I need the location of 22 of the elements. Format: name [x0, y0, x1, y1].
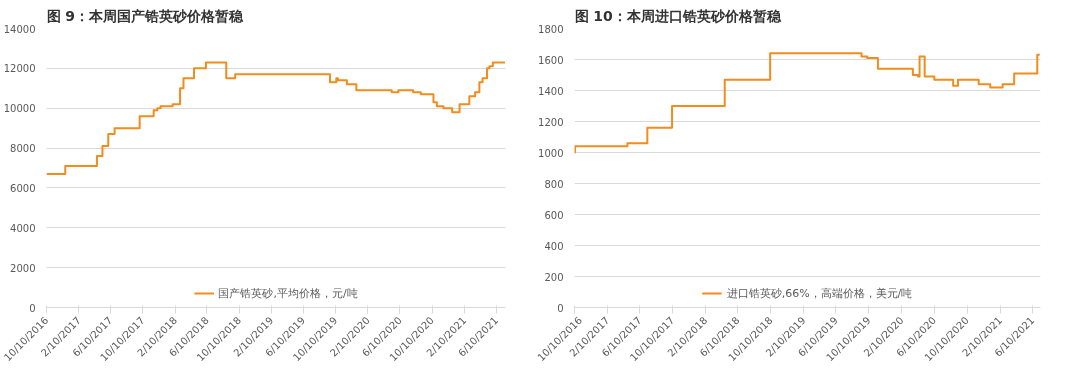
chart-title: 图 9：本周国产锆英砂价格暂稳 — [46, 7, 245, 24]
y-tick-label: 200 — [544, 271, 564, 283]
y-tick-label: 400 — [544, 240, 564, 252]
y-tick-label: 8000 — [10, 143, 36, 155]
y-tick-label: 0 — [29, 302, 36, 314]
y-tick-label: 2000 — [10, 262, 36, 274]
y-tick-label: 12000 — [3, 63, 36, 75]
y-tick-label: 1400 — [538, 85, 564, 97]
y-tick-label: 1000 — [538, 147, 564, 159]
y-tick-label: 800 — [544, 178, 564, 190]
y-tick-label: 600 — [544, 209, 564, 221]
y-tick-label: 1600 — [538, 54, 564, 66]
legend-label: 国产锆英砂,平均价格，元/吨 — [218, 285, 358, 301]
y-tick-label: 4000 — [10, 222, 36, 234]
y-tick-label: 1200 — [538, 116, 564, 128]
chart-title: 图 10：本周进口锆英砂价格暂稳 — [574, 7, 782, 24]
y-tick-label: 0 — [557, 302, 564, 314]
y-tick-label: 1800 — [538, 23, 564, 35]
y-tick-label: 14000 — [3, 23, 36, 35]
y-tick-label: 10000 — [3, 103, 36, 115]
legend-label: 进口锆英砂,66%，高端价格，美元/吨 — [726, 285, 913, 301]
y-tick-label: 6000 — [10, 182, 36, 194]
